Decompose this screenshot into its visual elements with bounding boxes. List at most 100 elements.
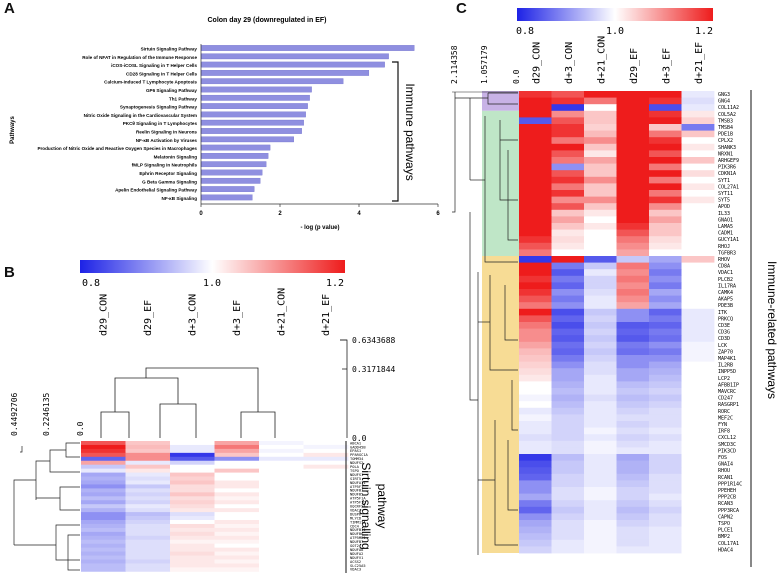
panel-c-cell — [616, 183, 650, 191]
panel-c-cell — [681, 487, 715, 494]
panel-c-cell — [584, 176, 617, 184]
panel-c-cell — [681, 203, 715, 211]
panel-c-cell — [649, 163, 682, 171]
panel-c-cell — [649, 473, 682, 481]
panel-b-cell — [81, 500, 126, 505]
panel-b-cell — [125, 480, 171, 485]
panel-c-cell — [584, 520, 617, 527]
panel-c-cell — [649, 170, 682, 178]
panel-c-row-label: RCAN1 — [718, 475, 733, 481]
panel-c-cell — [616, 348, 650, 356]
panel-b-cell — [81, 523, 126, 529]
panel-b-cell — [125, 468, 171, 473]
panel-b-cell — [81, 484, 126, 489]
panel-b-cell — [214, 488, 260, 493]
panel-c-cell — [681, 229, 715, 237]
panel-c-cell — [681, 493, 715, 501]
panel-b-cell — [259, 539, 304, 545]
panel-c-cluster-band — [482, 91, 519, 111]
panel-c-row-label: PPP1R14C — [718, 481, 742, 487]
panel-b-cell — [259, 496, 304, 501]
panel-c-cell — [551, 440, 585, 448]
panel-b-cell — [81, 539, 126, 545]
panel-c-cell — [584, 242, 617, 250]
panel-b-cell — [303, 460, 349, 466]
panel-c-cell — [551, 110, 585, 118]
panel-b-cell — [170, 520, 215, 525]
panel-b-row-label: NDUFS1 — [350, 473, 363, 477]
panel-c-row-label: AKAP5 — [718, 297, 733, 303]
panel-c-colorbar-max: 1.2 — [695, 26, 713, 37]
panel-b-cell — [303, 508, 349, 513]
panel-b-cell — [303, 448, 349, 454]
panel-c-cell — [519, 104, 552, 112]
panel-c-cell — [519, 275, 552, 283]
panel-c-cell — [519, 520, 552, 527]
panel-c-cell — [584, 539, 617, 547]
panel-b-cell — [303, 567, 349, 572]
panel-c-row-label: PRKCQ — [718, 316, 733, 322]
panel-c-colorbar — [517, 8, 713, 21]
panel-c-row-label: COL5A2 — [718, 112, 736, 118]
panel-c-cell — [519, 223, 552, 230]
panel-c-cell — [681, 546, 715, 554]
panel-c-cell — [519, 447, 552, 455]
panel-c-cell — [649, 421, 682, 428]
panel-c-cell — [551, 124, 585, 131]
panel-c-cell — [551, 308, 585, 316]
panel-c-cell — [649, 546, 682, 554]
panel-c-cell — [584, 533, 617, 541]
panel-b-cell — [125, 456, 171, 462]
panel-b-cell — [170, 492, 215, 497]
panel-b-row-label: CDC4 — [350, 524, 360, 528]
panel-b-cell — [170, 441, 215, 446]
panel-b-row-label: TIMM17A — [350, 520, 366, 524]
panel-c-cell — [681, 473, 715, 481]
panel-c-row-label: SHANK3 — [718, 145, 736, 151]
panel-c-cell — [519, 322, 552, 329]
panel-c-cell — [616, 143, 650, 151]
panel-a-category-label: Synaptogenesis Signaling Pathway — [120, 105, 198, 110]
panel-c-cell — [649, 275, 682, 283]
panel-c-cell — [649, 427, 682, 435]
panel-b-cell — [214, 484, 260, 489]
panel-c-cell — [551, 348, 585, 356]
panel-a-category-label: G Beta Gamma Signaling — [142, 179, 197, 184]
panel-c-cell — [649, 434, 682, 442]
panel-b-column-label: d+3_CON — [187, 294, 198, 336]
panel-c-cell — [681, 388, 715, 395]
panel-b-cell — [170, 468, 215, 473]
panel-c-row-label: FOS — [718, 455, 727, 461]
panel-b-column-labels: d29_CON d29_EF d+3_CON d+3_EF d+21_CON d+21_E… — [98, 288, 332, 336]
panel-c-cell — [584, 163, 617, 171]
panel-c-row-label: PPP3RCA — [718, 508, 739, 514]
panel-a-category-label: CD28 Signaling in T Helper Cells — [126, 71, 197, 76]
panel-c-cell — [649, 500, 682, 508]
panel-c-cell — [616, 447, 650, 455]
panel-b-cell — [170, 555, 215, 560]
panel-c-cell — [649, 295, 682, 303]
panel-c-cell — [584, 275, 617, 283]
panel-c-cell — [616, 124, 650, 131]
panel-c-cell — [649, 480, 682, 488]
panel-c-column-label: d29_EF — [629, 48, 640, 84]
panel-c-cell — [584, 157, 617, 164]
panel-c-cell — [584, 282, 617, 290]
panel-b-row-labels: ABCA1GADD45BEPAS1PPARGC1ATOMM34NDUFS2POL… — [350, 441, 369, 571]
panel-c-cell — [681, 262, 715, 270]
panel-c-cell — [584, 104, 617, 112]
panel-c-cell — [584, 328, 617, 336]
panel-c-cell — [681, 190, 715, 197]
panel-b-cell — [81, 472, 126, 477]
panel-c-row-label: AFBB1IP — [718, 382, 739, 388]
panel-c-cell — [616, 394, 650, 402]
panel-c-row-label: MAP4K1 — [718, 356, 736, 362]
panel-c-cell — [649, 506, 682, 514]
panel-b-cell — [259, 488, 304, 493]
panel-c-row-tree-tick: 2.114358 — [450, 45, 459, 84]
panel-b-cell — [170, 444, 215, 450]
panel-c-row-label: CPLX2 — [718, 138, 733, 144]
panel-b-cell — [125, 488, 171, 493]
panel-b-column-label: d+3_EF — [232, 300, 243, 336]
panel-b-cell — [170, 452, 215, 458]
